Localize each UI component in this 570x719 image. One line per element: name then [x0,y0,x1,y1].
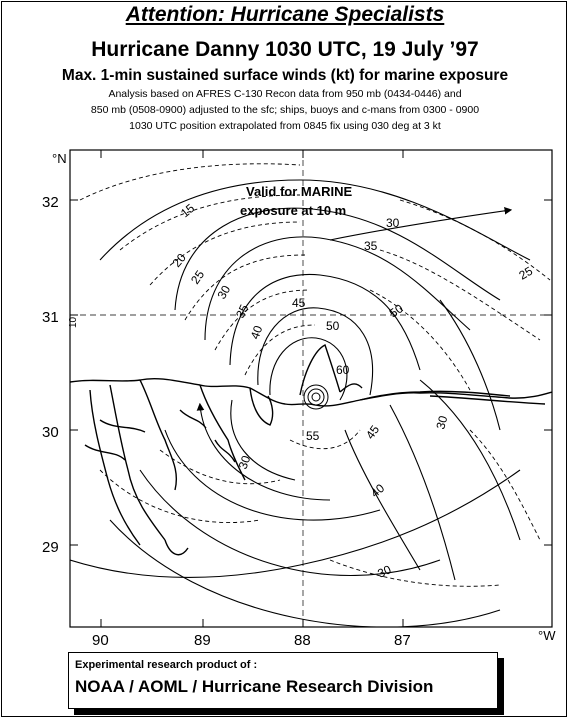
lat-unit-label: °N [52,151,67,166]
lon-label-88: 88 [294,632,311,649]
isotach-label-25-e: 25 [517,264,536,283]
lon-unit-label: °W [538,628,556,643]
analysis-note-2: 850 mb (0508-0900) adjusted to the sfc; … [90,104,480,116]
isotach-label-35: 35 [233,302,251,320]
isotach-label-60: 60 [336,363,350,377]
coastline [70,344,552,556]
edge-contour-label: 10 [68,316,79,328]
lon-label-87: 87 [394,632,411,649]
isotach-label-30: 30 [214,283,233,302]
isotach-label-55: 55 [306,429,320,443]
credit-box: Experimental research product of : NOAA … [68,652,498,709]
isotach-label-50: 50 [326,319,340,333]
valid-note-line-1: Valid for MARINE [246,184,353,199]
graticule [70,150,552,627]
analysis-note-1: Analysis based on AFRES C-130 Recon data… [108,88,462,100]
valid-note-line-2: exposure at 10 m [240,203,346,218]
lon-label-90: 90 [92,632,109,649]
analysis-note-3: 1030 UTC position extrapolated from 0845… [129,120,441,132]
page-title: Hurricane Danny 1030 UTC, 19 July ’97 [91,38,479,61]
isotach-label-30-ne: 30 [386,216,400,230]
isotach-label-45: 45 [292,296,306,310]
isotach-label-40: 40 [248,323,266,341]
dashed-isotachs [79,163,551,587]
lat-label-31: 31 [42,309,59,326]
credit-line-2: NOAA / AOML / Hurricane Research Divisio… [75,677,434,696]
lat-label-30: 30 [42,424,59,441]
plot-area [69,149,553,628]
solid-isotachs [70,179,531,627]
storm-center [303,384,329,410]
attention-heading: Attention: Hurricane Specialists [125,3,445,26]
isotach-label-35-ne: 35 [364,239,378,253]
lat-label-32: 32 [42,194,59,211]
page-subtitle: Max. 1-min sustained surface winds (kt) … [61,67,509,84]
lon-label-89: 89 [194,632,211,649]
isotach-label-30-s: 30 [375,562,393,580]
credit-line-1: Experimental research product of : [75,659,258,671]
lat-label-29: 29 [42,539,59,556]
isotach-labels: 15 20 25 30 35 40 45 50 55 60 30 35 45 4… [170,201,536,581]
isotach-label-30-e: 30 [433,414,450,431]
isotach-label-30-sw: 30 [236,453,254,471]
